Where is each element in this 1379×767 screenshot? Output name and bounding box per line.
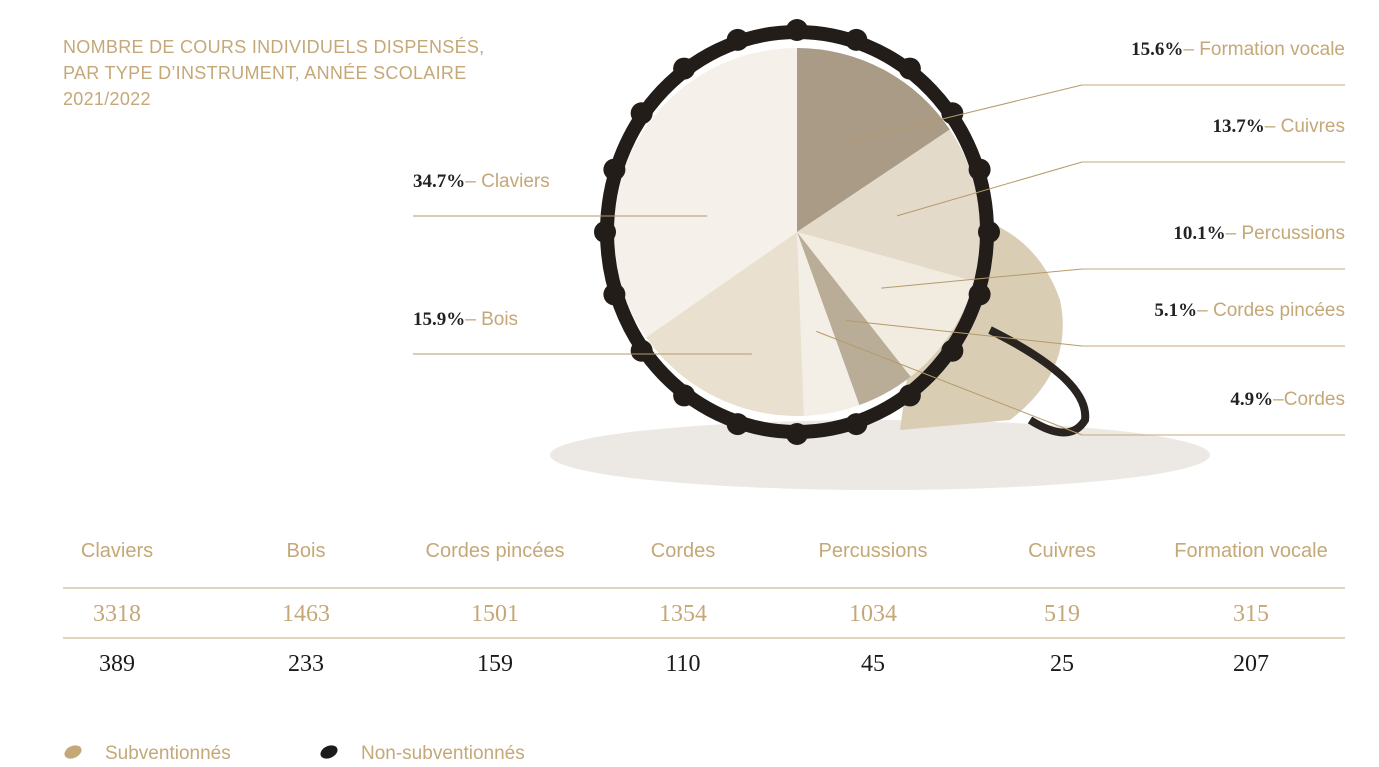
legend-swatch: [318, 743, 339, 761]
slice-label: 10.1%– Percussions: [1173, 223, 1345, 244]
slice-label: 34.7%– Claviers: [413, 171, 550, 192]
drum-knot: [631, 102, 653, 124]
drum-knot: [941, 102, 963, 124]
table-cell: 389: [99, 651, 135, 677]
table-cell: 233: [288, 651, 324, 677]
drum-knot: [603, 283, 625, 305]
value-label: 10.1%: [1173, 223, 1225, 244]
category-label: – Claviers: [465, 171, 549, 192]
drum-knot: [594, 221, 616, 243]
value-label: 34.7%: [413, 171, 465, 192]
drum-knot: [673, 384, 695, 406]
drum-knot: [603, 159, 625, 181]
drum-knot: [845, 413, 867, 435]
legend-label: Subventionnés: [105, 743, 231, 764]
table-cell: 45: [861, 651, 885, 677]
page: NOMBRE DE COURS INDIVIDUELS DISPENSÉS, P…: [0, 0, 1379, 767]
drum-knot: [786, 423, 808, 445]
column-header: Cuivres: [1028, 540, 1096, 562]
column-header: Cordes pincées: [426, 540, 565, 562]
column-header: Formation vocale: [1174, 540, 1327, 562]
chart: 15.6%– Formation vocale 13.7%– Cuivres 10.…: [0, 0, 1379, 767]
table-cell: 110: [665, 651, 700, 677]
slice-label: 15.9%– Bois: [413, 309, 518, 330]
category-label: – Bois: [465, 309, 518, 330]
drum-knot: [631, 340, 653, 362]
column-header: Bois: [287, 540, 326, 562]
category-label: – Cuivres: [1265, 116, 1345, 137]
shadow: [550, 420, 1210, 490]
drum-knot: [673, 58, 695, 80]
table-cell: 207: [1233, 651, 1269, 677]
table-cell: 1501: [471, 601, 519, 627]
drum-knot: [978, 221, 1000, 243]
value-label: 13.7%: [1213, 116, 1265, 137]
slice-label: 4.9%–Cordes: [1230, 389, 1345, 410]
drum-knot: [845, 29, 867, 51]
value-label: 15.9%: [413, 309, 465, 330]
drum-knot: [941, 340, 963, 362]
value-label: 5.1%: [1154, 300, 1197, 321]
category-label: – Percussions: [1226, 223, 1345, 244]
chart-title: NOMBRE DE COURS INDIVIDUELS DISPENSÉS, P…: [63, 34, 503, 112]
slice-label: 5.1%– Cordes pincées: [1154, 300, 1345, 321]
legend-label: Non-subventionnés: [361, 743, 525, 764]
table-cell: 519: [1044, 601, 1080, 627]
table-cell: 1463: [282, 601, 330, 627]
drum-knot: [899, 384, 921, 406]
table-cell: 25: [1050, 651, 1074, 677]
table-cell: 315: [1233, 601, 1269, 627]
value-label: 15.6%: [1131, 39, 1183, 60]
table-cell: 3318: [93, 601, 141, 627]
drum-knot: [969, 283, 991, 305]
drum-knot: [969, 159, 991, 181]
table-cell: 1354: [659, 601, 707, 627]
drum-knot: [727, 29, 749, 51]
column-header: Claviers: [81, 540, 153, 562]
table-cell: 1034: [849, 601, 897, 627]
drum-knot: [786, 19, 808, 41]
value-label: 4.9%: [1230, 389, 1273, 410]
drum-knot: [899, 58, 921, 80]
category-label: – Cordes pincées: [1197, 300, 1345, 321]
column-header: Percussions: [819, 540, 928, 562]
category-label: – Formation vocale: [1183, 39, 1345, 60]
drum-knot: [727, 413, 749, 435]
column-header: Cordes: [651, 540, 715, 562]
category-label: –Cordes: [1273, 389, 1345, 410]
legend-swatch: [62, 743, 83, 761]
slice-label: 13.7%– Cuivres: [1213, 116, 1346, 137]
table-cell: 159: [477, 651, 513, 677]
slice-label: 15.6%– Formation vocale: [1131, 39, 1345, 60]
